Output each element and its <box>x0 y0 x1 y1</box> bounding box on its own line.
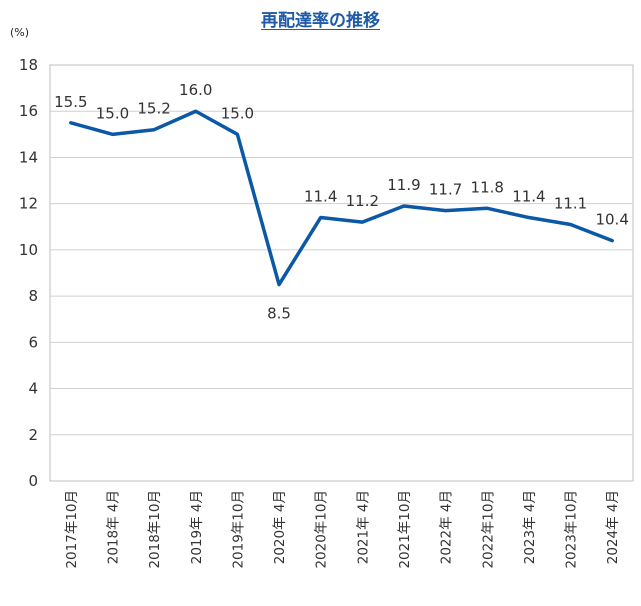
y-tick-label: 0 <box>28 472 38 490</box>
data-label: 11.8 <box>471 178 504 196</box>
data-label: 15.0 <box>221 104 254 122</box>
data-label: 15.0 <box>96 104 129 122</box>
x-tick-label: 2019年10月 <box>230 490 246 569</box>
y-tick-label: 16 <box>19 102 38 120</box>
y-tick-label: 12 <box>19 195 38 213</box>
y-tick-label: 2 <box>28 426 38 444</box>
y-tick-label: 8 <box>28 287 38 305</box>
x-tick-label: 2018年 4月 <box>105 490 121 564</box>
x-tick-label: 2021年 4月 <box>355 490 371 564</box>
plot-area <box>49 64 634 482</box>
data-label: 15.5 <box>54 93 87 111</box>
y-tick-label: 10 <box>19 241 38 259</box>
x-tick-label: 2022年10月 <box>480 490 496 569</box>
y-tick-label: 6 <box>28 333 38 351</box>
data-label: 11.2 <box>346 192 379 210</box>
data-label: 16.0 <box>179 81 212 99</box>
x-tick-label: 2017年10月 <box>64 490 80 569</box>
x-tick-label: 2018年10月 <box>147 490 163 569</box>
x-tick-label: 2022年 4月 <box>439 490 455 564</box>
x-tick-label: 2024年 4月 <box>605 490 621 564</box>
x-tick-label: 2020年 4月 <box>272 490 288 564</box>
data-label: 11.4 <box>512 188 545 206</box>
chart-title: 再配達率の推移 <box>261 11 380 31</box>
x-tick-label: 2023年10月 <box>564 490 580 569</box>
data-label: 11.7 <box>429 181 462 199</box>
data-label: 11.1 <box>554 194 587 212</box>
data-label: 8.5 <box>267 305 291 323</box>
y-tick-label: 18 <box>19 56 38 74</box>
y-tick-label: 14 <box>19 148 38 166</box>
y-tick-label: 4 <box>28 380 38 398</box>
data-label: 11.4 <box>304 188 337 206</box>
data-label: 11.9 <box>387 176 420 194</box>
x-tick-label: 2023年 4月 <box>522 490 538 564</box>
data-label: 10.4 <box>595 211 628 229</box>
y-axis-unit: (%) <box>10 26 30 39</box>
x-tick-label: 2021年10月 <box>397 490 413 569</box>
series-line <box>69 109 614 287</box>
x-tick-label: 2019年 4月 <box>189 490 205 564</box>
x-tick-label: 2020年10月 <box>314 490 330 569</box>
data-label: 15.2 <box>137 100 170 118</box>
